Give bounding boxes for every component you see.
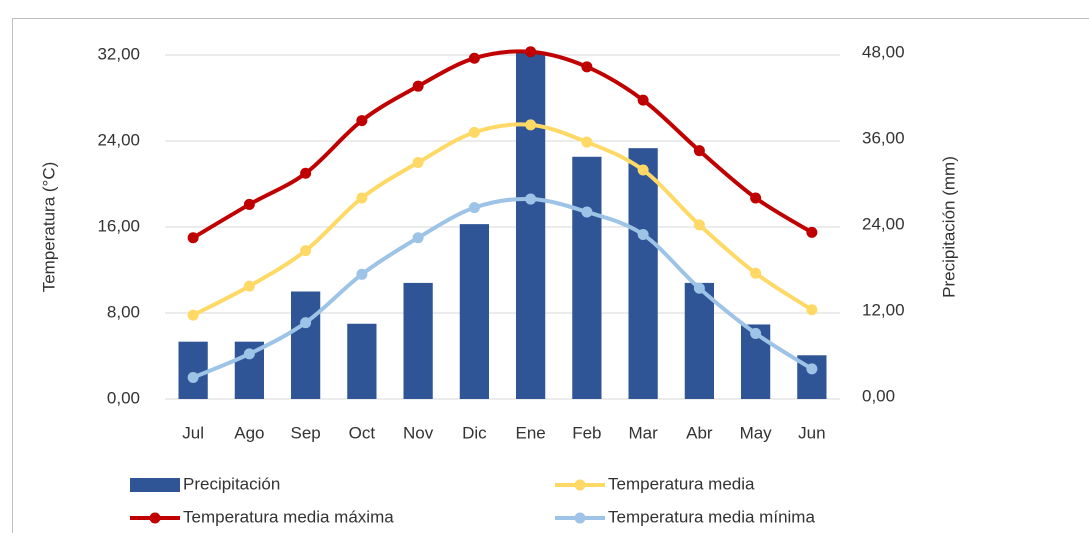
point [243,198,255,210]
point [412,80,424,92]
y2-axis-title: Precipitación (mm) [939,156,958,298]
bar [516,52,546,399]
point [300,317,312,329]
y2-tick-label: 36,00 [862,128,905,147]
line [192,49,813,240]
legend-swatch [574,512,586,524]
point [187,309,199,321]
point [693,282,705,294]
bar [684,282,714,399]
legend-label: Temperatura media máxima [183,507,394,526]
bar [347,323,377,399]
bar [572,156,602,399]
x-tick-label: May [740,423,773,442]
chart-border [12,18,1089,533]
y2-tick-label: 12,00 [862,300,905,319]
point [468,202,480,214]
y-tick-label: 24,00 [97,130,140,149]
point [356,115,368,127]
point [637,94,649,106]
point [356,268,368,280]
point [525,46,537,58]
y2-tick-label: 24,00 [862,214,905,233]
point [243,280,255,292]
point [693,145,705,157]
point [806,304,818,316]
x-tick-label: Sep [291,423,321,442]
point [468,126,480,138]
point [468,52,480,64]
point [525,193,537,205]
point [750,192,762,204]
point [806,363,818,375]
point [356,192,368,204]
y-tick-label: 0,00 [107,388,140,407]
y-tick-label: 32,00 [97,44,140,63]
legend-swatch [149,512,161,524]
y-axis-title: Temperatura (°C) [39,162,58,293]
point [412,157,424,168]
point [637,229,649,241]
point [581,206,593,218]
legend-swatch [574,479,586,491]
point [637,164,649,176]
legend-label: Temperatura media mínima [608,507,815,526]
y2-tick-label: 48,00 [862,42,905,61]
point [806,226,818,238]
x-tick-label: Jun [798,423,825,442]
line [192,122,813,317]
point [581,61,593,73]
x-tick-label: Abr [686,423,713,442]
point [300,245,312,257]
x-tick-label: Oct [349,423,376,442]
x-tick-label: Mar [628,423,658,442]
bar [178,341,208,399]
point [750,267,762,279]
x-tick-label: Feb [572,423,601,442]
legend-swatch [130,478,180,492]
legend-label: Precipitación [183,474,280,493]
x-tick-label: Ene [516,423,546,442]
point [525,119,537,131]
bar [628,148,658,399]
point [187,232,199,244]
y-tick-label: 16,00 [97,216,140,235]
x-tick-label: Nov [403,423,434,442]
bar [459,224,489,399]
point [187,372,199,383]
x-tick-label: Ago [234,423,264,442]
x-tick-label: Dic [462,423,487,442]
legend-label: Temperatura media [608,474,755,493]
point [300,167,312,179]
point [243,348,255,360]
point [581,136,593,148]
x-tick-label: Jul [182,423,204,442]
point [750,327,762,339]
bar [291,291,321,399]
line [192,196,813,380]
y-tick-label: 8,00 [107,302,140,321]
bar [403,282,433,399]
point [412,232,424,244]
point [693,219,705,231]
y2-tick-label: 0,00 [862,386,895,405]
